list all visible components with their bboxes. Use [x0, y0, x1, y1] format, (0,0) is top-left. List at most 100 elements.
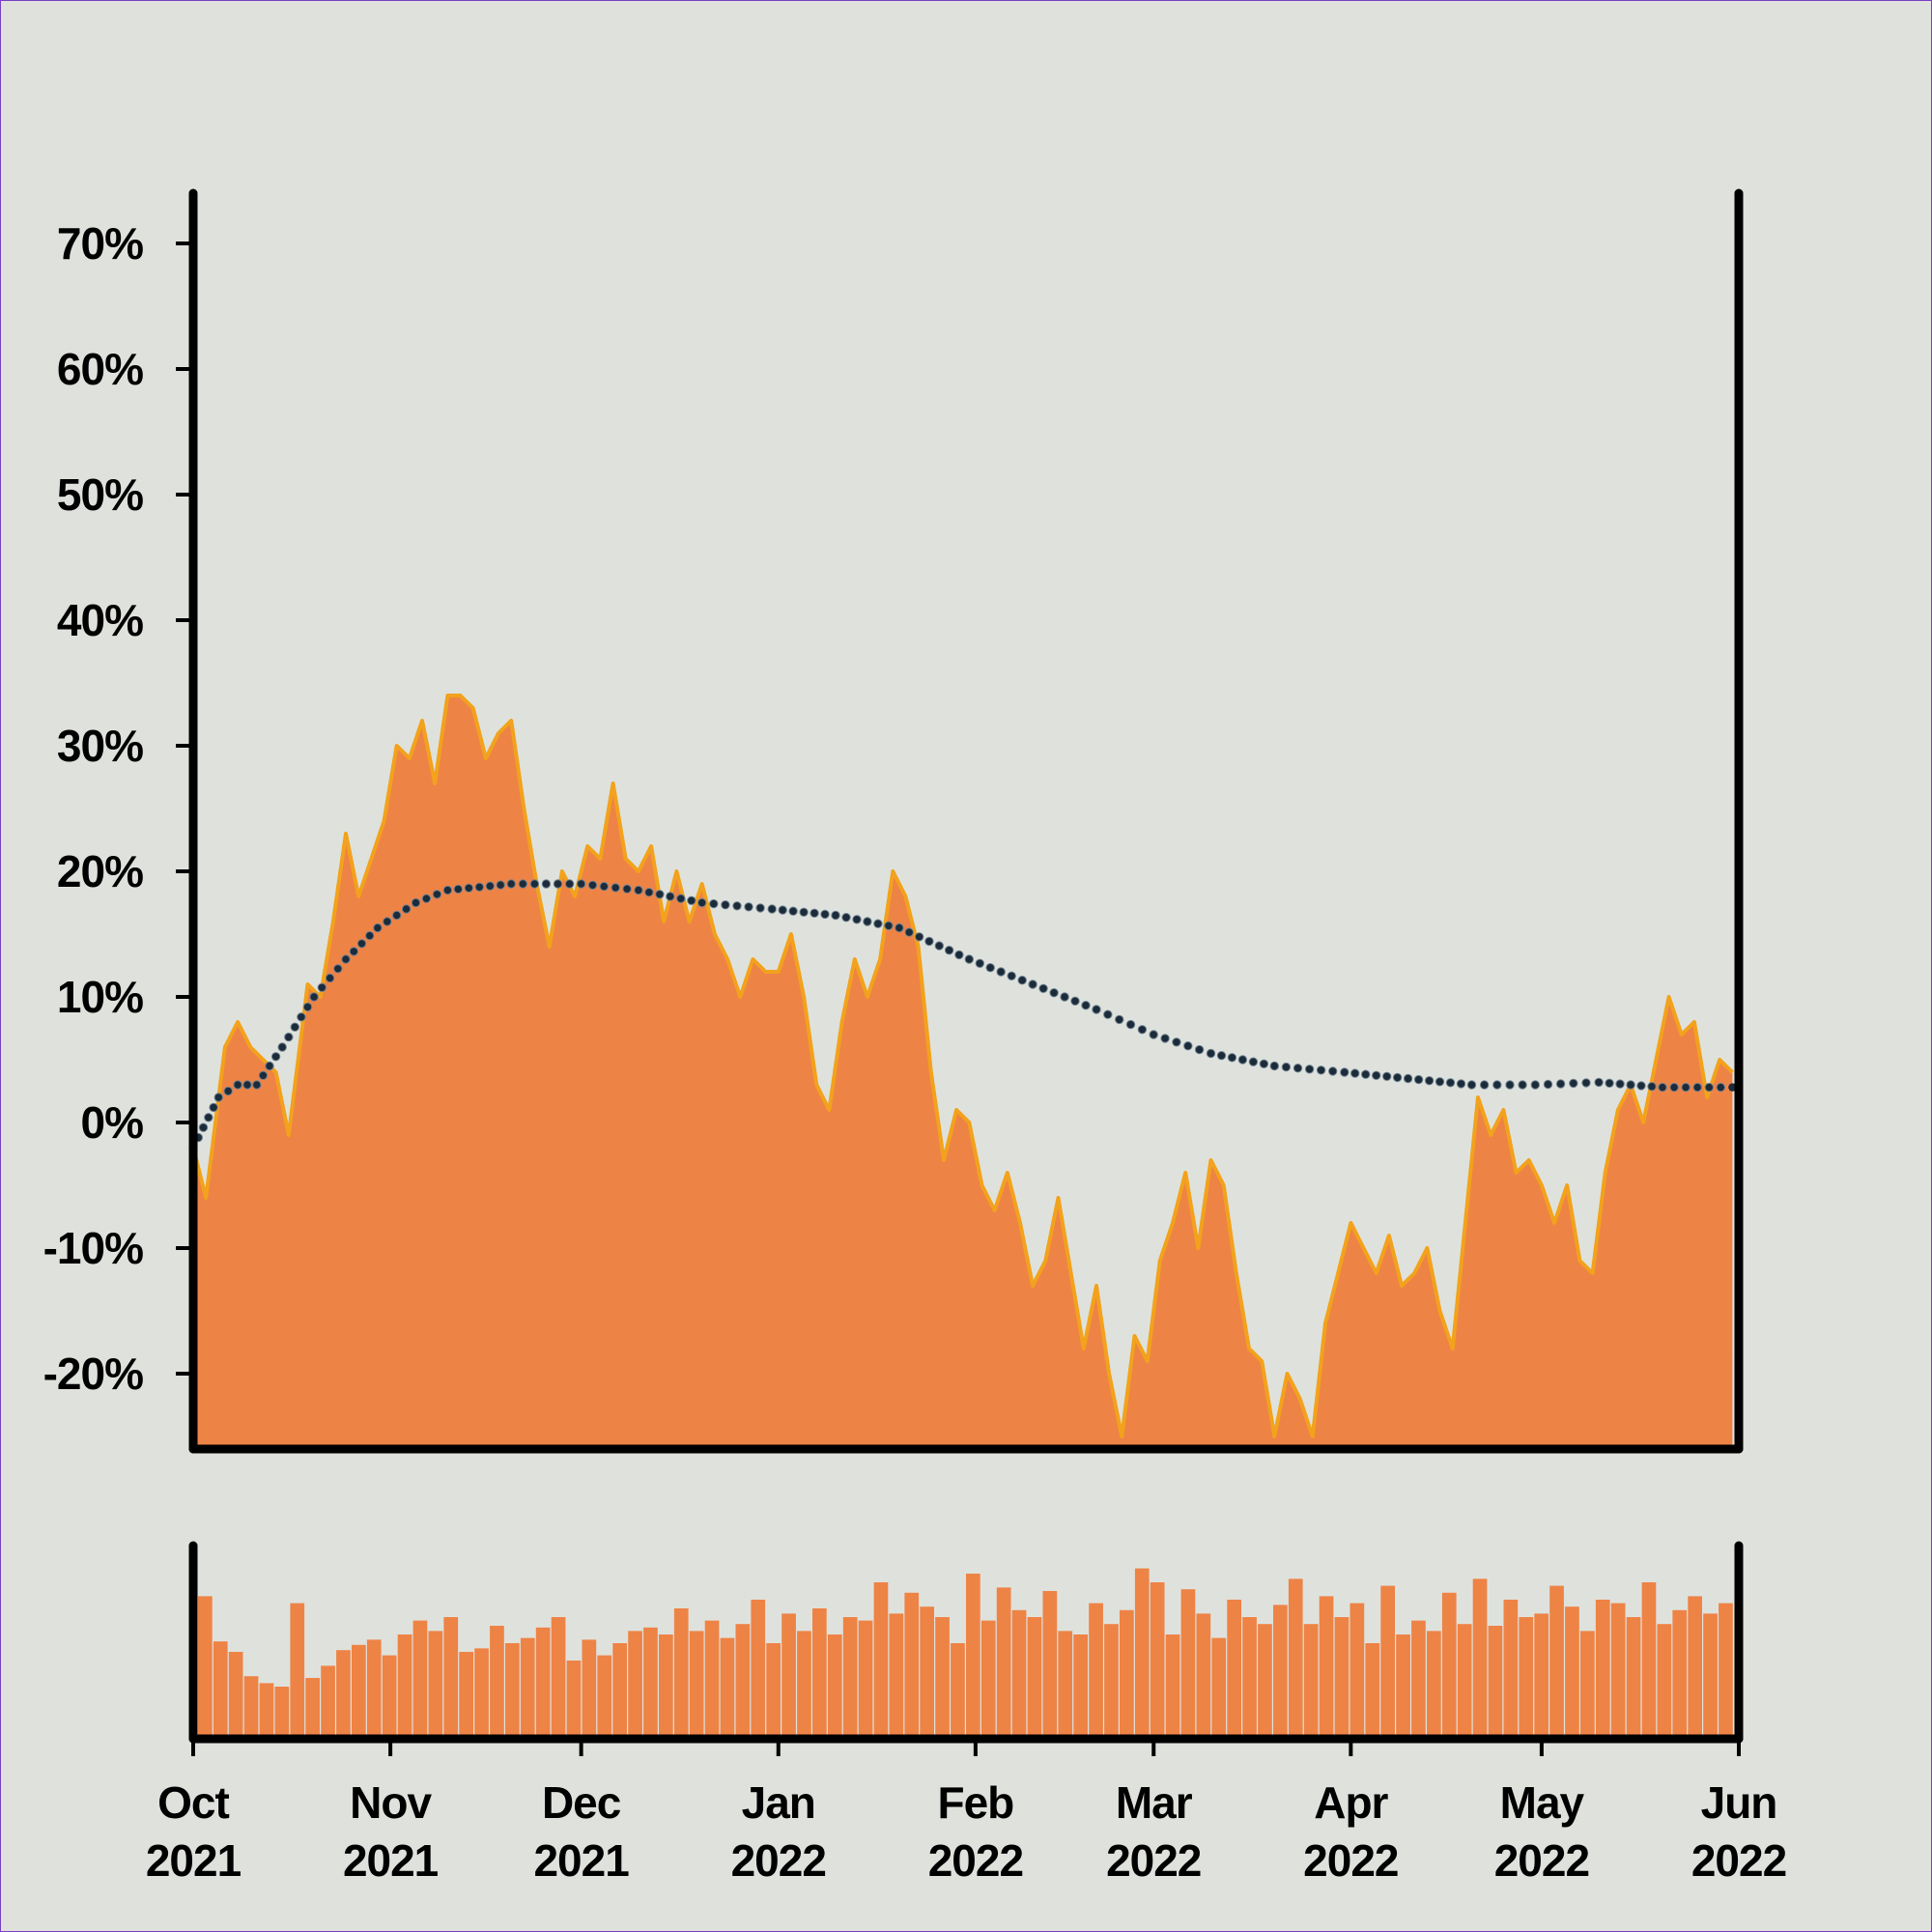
trend-point: [778, 905, 787, 915]
trend-point: [1248, 1057, 1259, 1066]
volume-bar: [1441, 1592, 1457, 1739]
trend-point: [1137, 1025, 1148, 1035]
trend-point: [1350, 1068, 1360, 1078]
trend-point: [349, 947, 358, 956]
trend-point: [277, 1042, 287, 1052]
trend-point: [1340, 1067, 1350, 1077]
volume-bar: [1058, 1631, 1073, 1739]
volume-bar: [1534, 1613, 1548, 1739]
volume-bar: [1657, 1624, 1672, 1739]
trend-point: [1594, 1077, 1604, 1088]
trend-point: [302, 1002, 313, 1012]
volume-bar: [1565, 1606, 1579, 1739]
trend-point: [944, 946, 954, 955]
volume-bar: [1303, 1624, 1319, 1739]
trend-point: [1092, 1005, 1101, 1014]
trend-point: [644, 888, 654, 897]
trend-point: [265, 1061, 274, 1071]
volume-bar: [459, 1652, 473, 1739]
trend-point: [1070, 996, 1080, 1007]
volume-bar: [1273, 1605, 1288, 1739]
volume-bar: [582, 1639, 597, 1739]
trend-point: [1479, 1080, 1490, 1090]
volume-bar: [689, 1631, 704, 1739]
trend-point: [934, 941, 944, 951]
volume-bar: [428, 1631, 443, 1739]
volume-bar: [1411, 1620, 1426, 1739]
trend-point: [1647, 1082, 1657, 1092]
volume-bar: [1042, 1591, 1058, 1739]
volume-bar: [966, 1574, 980, 1739]
x-tick-year: 2022: [1106, 1835, 1201, 1886]
trend-point: [401, 904, 412, 914]
volume-bar: [1288, 1578, 1303, 1739]
trend-point: [709, 898, 719, 909]
trend-point: [564, 879, 575, 889]
trend-point: [1543, 1079, 1553, 1090]
volume-bar: [243, 1676, 259, 1739]
x-tick-year: 2022: [1303, 1835, 1398, 1886]
trend-point: [464, 883, 473, 893]
x-tick-year: 2021: [343, 1835, 439, 1886]
volume-bar: [1134, 1568, 1150, 1739]
trend-point: [209, 1102, 218, 1113]
trend-point: [506, 879, 516, 889]
trend-point: [1293, 1064, 1303, 1073]
trend-point: [1316, 1065, 1326, 1075]
volume-bar: [597, 1655, 612, 1739]
x-tick-year: 2022: [928, 1835, 1023, 1886]
trend-point: [1259, 1059, 1269, 1069]
volume-bar: [858, 1620, 873, 1739]
volume-bar: [1258, 1624, 1272, 1739]
volume-bar: [904, 1592, 920, 1739]
area-edge-line: [191, 694, 1734, 1438]
trend-point: [213, 1093, 224, 1102]
axes: [188, 188, 1744, 1744]
trend-point: [767, 904, 777, 914]
trend-point: [1103, 1009, 1113, 1019]
volume-bar: [827, 1634, 842, 1739]
trend-point: [1328, 1066, 1338, 1076]
volume-bar: [735, 1624, 751, 1739]
trend-point: [599, 881, 609, 892]
trend-point: [518, 879, 527, 889]
trend-point: [1372, 1070, 1381, 1081]
volume-bar: [336, 1650, 351, 1739]
volume-bar: [628, 1631, 642, 1739]
volume-bar: [1610, 1603, 1626, 1739]
trend-point: [1605, 1078, 1614, 1089]
trend-point: [1017, 976, 1027, 985]
trend-point: [1304, 1065, 1315, 1074]
volume-bar: [443, 1617, 459, 1739]
trend-point: [576, 879, 586, 889]
volume-bar: [566, 1661, 582, 1739]
volume-bar: [1073, 1634, 1088, 1739]
volume-bar: [720, 1637, 735, 1739]
trend-point: [1007, 971, 1016, 980]
x-tick-year: 2022: [1494, 1835, 1589, 1886]
volume-bar: [274, 1687, 290, 1739]
y-tick-label: 30%: [57, 721, 143, 771]
volume-bar: [1472, 1578, 1488, 1739]
trend-point: [884, 921, 894, 930]
trend-point: [258, 1070, 269, 1081]
volume-bar: [1427, 1631, 1441, 1739]
volume-bar: [643, 1627, 658, 1739]
volume-bar: [259, 1683, 274, 1739]
trend-point: [1456, 1079, 1466, 1089]
volume-bar: [781, 1613, 796, 1739]
trend-point: [252, 1080, 262, 1090]
volume-bar: [412, 1620, 428, 1739]
volume-bar: [951, 1643, 965, 1739]
trend-point: [634, 885, 643, 895]
volume-bar: [1503, 1600, 1519, 1739]
x-tick-year: 2021: [146, 1835, 242, 1886]
trend-point: [529, 879, 540, 889]
trend-point: [841, 913, 851, 923]
y-tick-label: 60%: [57, 344, 143, 394]
volume-bar: [612, 1643, 627, 1739]
x-tick-month: May: [1500, 1777, 1585, 1828]
volume-bar: [704, 1620, 720, 1739]
volume-bar: [659, 1634, 673, 1739]
x-tick-year: 2021: [533, 1835, 629, 1886]
